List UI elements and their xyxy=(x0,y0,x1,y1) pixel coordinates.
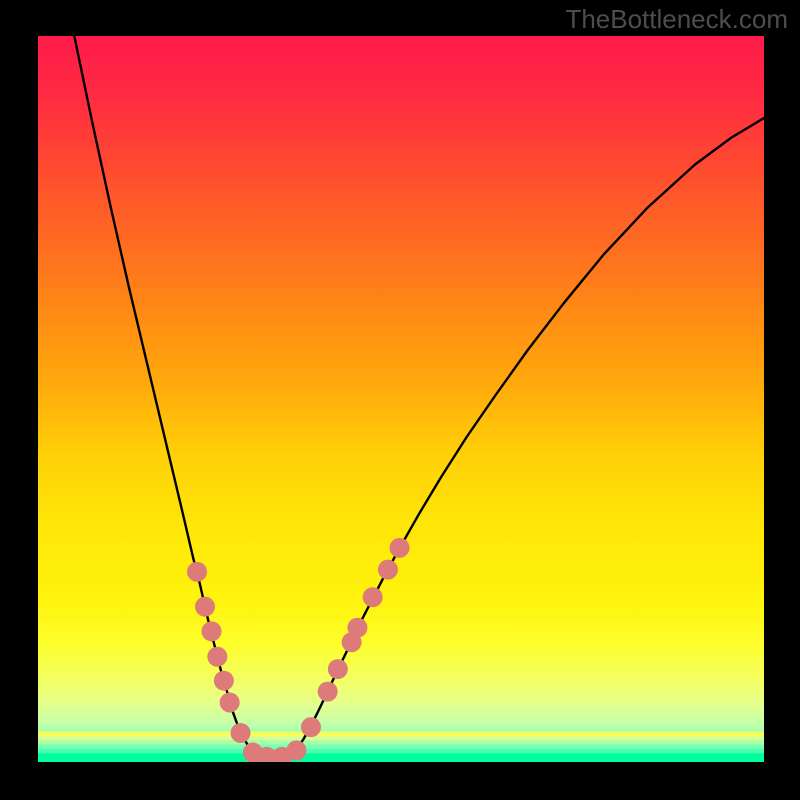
watermark-text: TheBottleneck.com xyxy=(565,4,788,35)
chart-svg xyxy=(38,36,764,762)
plot-area xyxy=(38,36,764,762)
chart-container: TheBottleneck.com xyxy=(0,0,800,800)
